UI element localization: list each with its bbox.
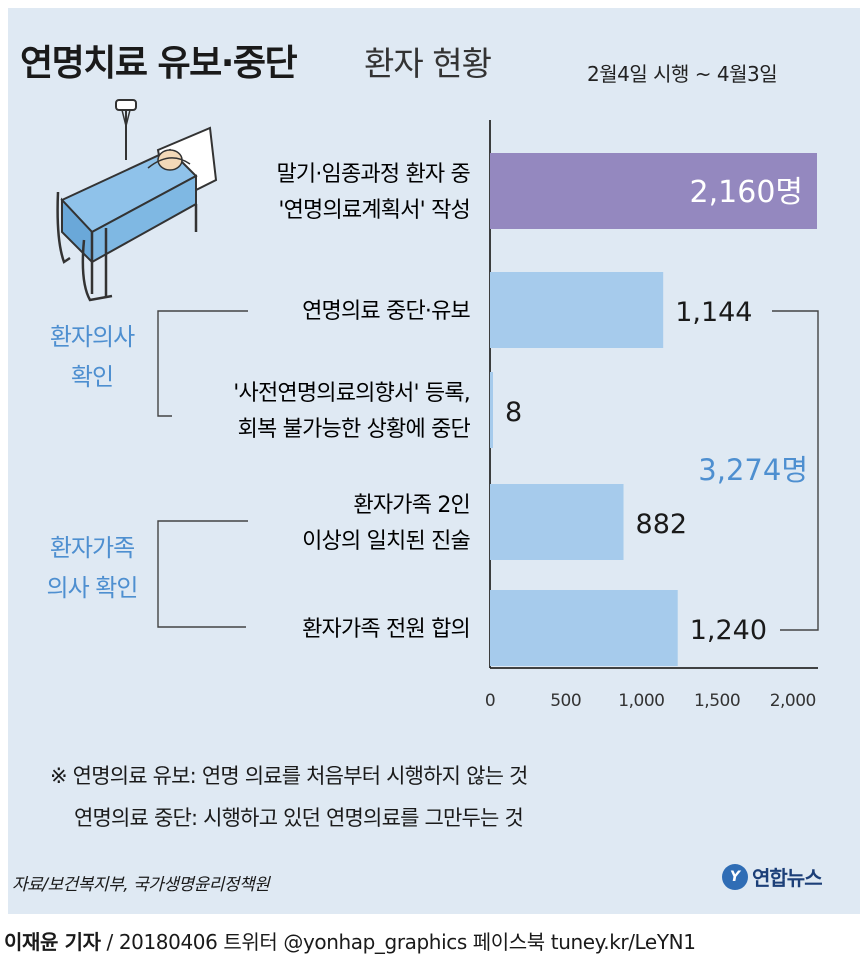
value-label: 1,240 — [690, 615, 767, 646]
category-label: 환자가족 전원 합의 — [302, 617, 470, 642]
value-label: 882 — [636, 509, 688, 540]
x-tick-label: 1,500 — [694, 691, 740, 711]
footnote-line: ※ 연명의료 유보: 연명 의료를 처음부터 시행하지 않는 것 — [50, 764, 528, 788]
logo-text: 연합뉴스 — [752, 866, 823, 890]
yonhap-logo: Y 연합뉴스 — [722, 862, 823, 891]
total-bracket — [772, 310, 819, 631]
page-subtitle: 환자 현황 — [364, 44, 492, 83]
source-label: 자료/보건복지부, 국가생명윤리정책원 — [12, 875, 270, 895]
footnote-line: 연명의료 중단: 시행하고 있던 연명의료를 그만두는 것 — [74, 806, 524, 830]
credit-name: 이재윤 기자 — [4, 930, 101, 954]
group-bracket — [157, 520, 248, 628]
value-label: 2,160명 — [690, 175, 803, 210]
category-label: 말기·임종과정 환자 중 — [276, 162, 470, 187]
group-bracket — [157, 310, 248, 417]
credit-details: / 20180406 트위터 @yonhap_graphics 페이스북 tun… — [100, 930, 696, 954]
value-label: 1,144 — [675, 297, 752, 328]
x-tick-label: 1,000 — [618, 691, 664, 711]
category-label: '연명의료계획서' 작성 — [278, 198, 470, 223]
bar — [490, 484, 624, 560]
credit-line: 이재윤 기자 / 20180406 트위터 @yonhap_graphics 페… — [4, 926, 696, 955]
value-label: 8 — [505, 397, 522, 428]
period-label: 2월4일 시행 ~ 4월3일 — [587, 62, 778, 86]
category-label: 환자가족 2인 — [353, 493, 470, 518]
total-label: 3,274명 — [698, 453, 808, 487]
group-label: 환자의사 — [50, 323, 135, 351]
category-label: 연명의료 중단·유보 — [302, 299, 470, 324]
category-label: 이상의 일치된 진술 — [302, 529, 470, 554]
x-tick-label: 2,000 — [770, 691, 816, 711]
page-title: 연명치료 유보·중단 — [20, 43, 298, 84]
group-label: 확인 — [71, 363, 113, 391]
group-label: 의사 확인 — [47, 574, 138, 602]
x-tick-label: 500 — [550, 691, 581, 711]
category-label: 회복 불가능한 상황에 중단 — [238, 417, 471, 442]
bar — [490, 153, 817, 229]
bar — [490, 590, 678, 666]
hospital-bed-icon — [56, 99, 218, 302]
x-tick-label: 0 — [485, 691, 495, 711]
logo-mark-icon: Y — [722, 863, 748, 890]
group-label: 환자가족 — [50, 534, 134, 562]
category-label: '사전연명의료의향서' 등록, — [233, 381, 470, 406]
bar-chart: 0 500 1,000 1,500 2,000 말기·임종과정 환자 중 '연명의료계획서… — [47, 99, 819, 711]
bar — [490, 272, 664, 348]
bar — [490, 372, 493, 448]
